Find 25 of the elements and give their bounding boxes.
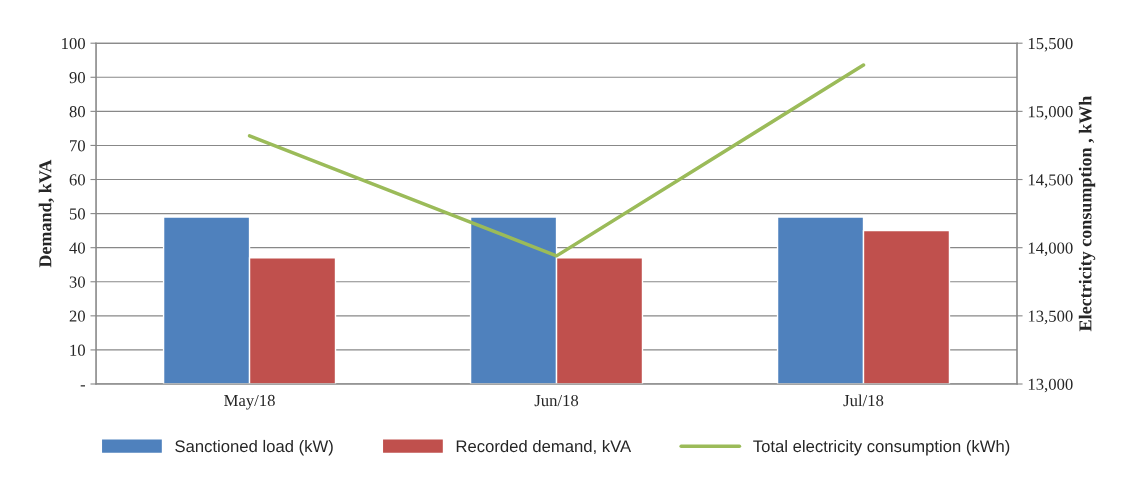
y2-tick-label: 13,500 (1028, 310, 1073, 325)
y-tick-label: 70 (70, 140, 85, 152)
legend-label: Recorded demand, kVA (456, 439, 632, 455)
x-tick-label: May/18 (224, 394, 275, 410)
y2-axis-title: Electricity consumption , kWh (1078, 96, 1096, 332)
y-tick-label: 30 (69, 276, 85, 288)
y2-tick-label: 15,500 (1028, 37, 1073, 52)
y-tick-label: 100 (62, 37, 85, 50)
y-tick-label: - (80, 385, 86, 387)
y-tick-label: 90 (69, 71, 85, 84)
y-tick-label: 10 (70, 344, 85, 356)
y2-tick-label: 15,000 (1028, 106, 1073, 120)
y2-tick-label: 14,000 (1028, 242, 1073, 257)
legend-label: Sanctioned load (kW) (175, 439, 333, 456)
x-tick-label: Jun/18 (534, 394, 579, 407)
y-tick-label: 40 (69, 242, 85, 254)
y-tick-label: 60 (69, 174, 85, 186)
y2-tick-label: 14,500 (1028, 174, 1073, 188)
y-tick-label: 20 (69, 310, 85, 322)
y-tick-label: 50 (69, 208, 85, 220)
legend-label: Total electricity consumption (kWh) (753, 439, 1010, 456)
y-axis-title: Demand, kVA (38, 159, 55, 268)
x-tick-label: Jul/18 (843, 394, 884, 407)
y-tick-label: 80 (69, 106, 85, 118)
y2-tick-label: 13,000 (1028, 378, 1073, 393)
